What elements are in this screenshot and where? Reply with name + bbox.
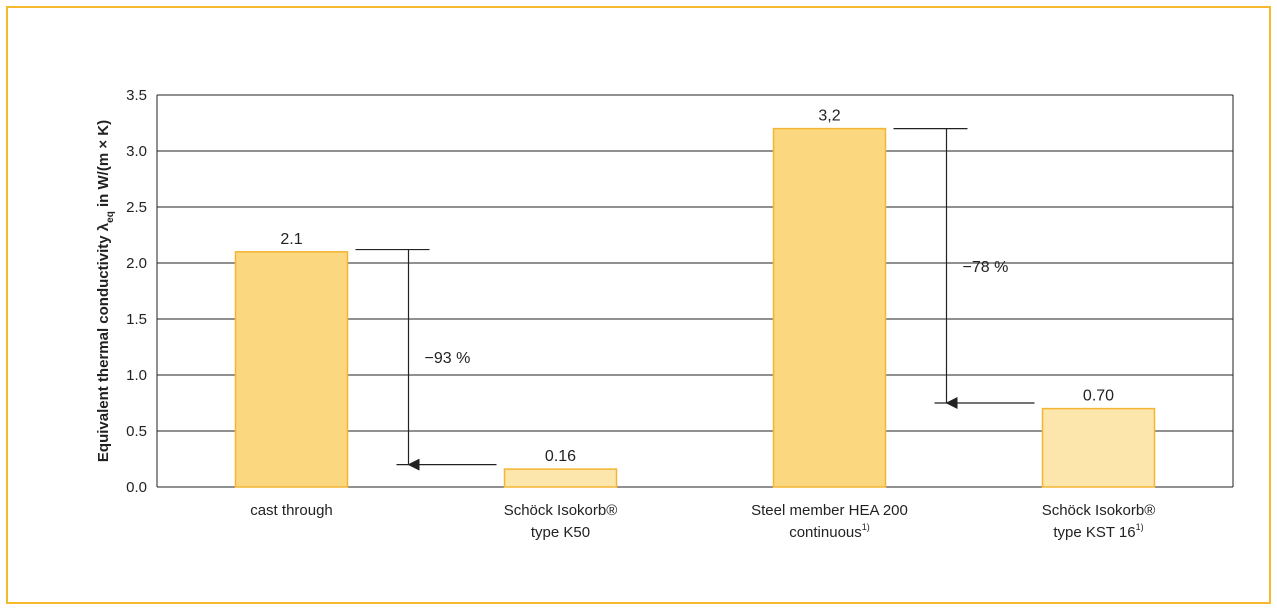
category-label: Steel member HEA 200 continuous1) bbox=[751, 502, 908, 541]
y-tick-label: 2.5 bbox=[126, 199, 147, 216]
category-label-line: Steel member HEA 200 bbox=[751, 502, 908, 519]
data-label: 3,2 bbox=[818, 108, 840, 125]
chart-frame bbox=[6, 6, 1271, 604]
category-label: Schöck Isokorb® type KST 161) bbox=[1042, 502, 1156, 541]
bar bbox=[1041, 407, 1156, 488]
data-label: 0.16 bbox=[545, 448, 576, 465]
y-tick-label: 1.5 bbox=[126, 311, 147, 328]
category-label: Schöck Isokorb® type K50 bbox=[504, 502, 618, 541]
footnote-mark: 1) bbox=[862, 522, 870, 532]
y-tick-label: 3.5 bbox=[126, 87, 147, 104]
reduction-label: −93 % bbox=[425, 350, 471, 367]
y-axis-label: Equivalent thermal conductivity λeq in W… bbox=[95, 120, 116, 462]
data-label: 0.70 bbox=[1083, 388, 1114, 405]
y-tick-label: 0.5 bbox=[126, 423, 147, 440]
y-axis-label-unit: in W/(m × K) bbox=[95, 120, 112, 211]
category-label-line: Schöck Isokorb® bbox=[504, 502, 618, 519]
category-label-line: type KST 16 bbox=[1053, 524, 1135, 541]
category-label: cast through bbox=[250, 502, 333, 519]
category-label-line: continuous bbox=[789, 524, 862, 541]
bar bbox=[234, 251, 349, 488]
category-label-line: Schöck Isokorb® bbox=[1042, 502, 1156, 519]
y-tick-label: 0.0 bbox=[126, 479, 147, 496]
data-label: 2.1 bbox=[280, 231, 302, 248]
category-label-line: type K50 bbox=[531, 524, 590, 541]
y-tick-label: 2.0 bbox=[126, 255, 147, 272]
y-tick-label: 1.0 bbox=[126, 367, 147, 384]
bar bbox=[772, 127, 887, 488]
reduction-label: −78 % bbox=[963, 259, 1009, 276]
y-axis-label-subscript: eq bbox=[105, 211, 116, 223]
footnote-mark: 1) bbox=[1136, 522, 1144, 532]
y-axis-label-main: Equivalent thermal conductivity λ bbox=[95, 222, 112, 462]
category-label-line: cast through bbox=[250, 502, 333, 519]
bar bbox=[503, 468, 618, 488]
y-tick-label: 3.0 bbox=[126, 143, 147, 160]
